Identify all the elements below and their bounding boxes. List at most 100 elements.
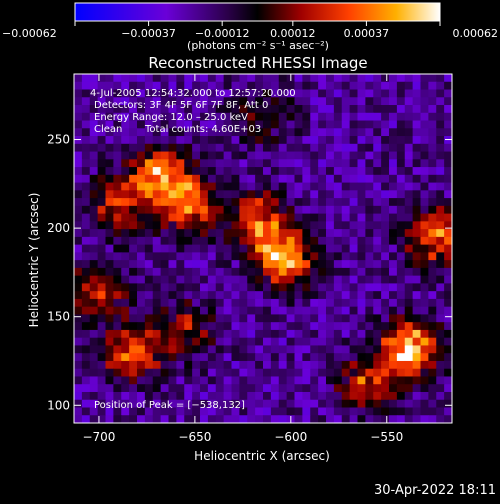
heatmap-cell bbox=[263, 260, 272, 269]
heatmap-cell bbox=[137, 399, 146, 408]
heatmap-cell bbox=[428, 391, 437, 401]
heatmap-cell bbox=[349, 89, 359, 98]
heatmap-cell bbox=[286, 306, 296, 315]
heatmap-cell bbox=[184, 229, 193, 238]
heatmap-cell bbox=[318, 407, 327, 416]
heatmap-cell bbox=[192, 89, 201, 98]
heatmap-cell bbox=[286, 283, 296, 292]
heatmap-cell bbox=[420, 112, 429, 122]
heatmap-cell bbox=[160, 198, 170, 207]
heatmap-cell bbox=[389, 221, 398, 230]
heatmap-cell bbox=[160, 105, 170, 114]
heatmap-cell bbox=[129, 159, 138, 168]
heatmap-cell bbox=[270, 391, 280, 401]
heatmap-cell bbox=[89, 314, 99, 323]
heatmap-cell bbox=[97, 337, 107, 346]
heatmap-cell bbox=[365, 275, 374, 284]
heatmap-cell bbox=[89, 391, 99, 401]
heatmap-cell bbox=[389, 120, 398, 129]
heatmap-cell bbox=[286, 252, 296, 261]
heatmap-cell bbox=[200, 252, 209, 261]
heatmap-cell bbox=[263, 283, 272, 292]
heatmap-cell bbox=[396, 267, 406, 277]
heatmap-cell bbox=[129, 329, 138, 339]
heatmap-cell bbox=[184, 89, 193, 98]
heatmap-cell bbox=[168, 345, 177, 354]
heatmap-cell bbox=[436, 298, 445, 308]
heatmap-cell bbox=[89, 151, 99, 160]
heatmap-cell bbox=[231, 298, 240, 308]
heatmap-cell bbox=[310, 89, 319, 98]
heatmap-cell bbox=[318, 399, 327, 408]
heatmap-cell bbox=[286, 105, 296, 114]
heatmap-cell bbox=[74, 182, 83, 191]
heatmap-cell bbox=[89, 291, 99, 300]
heatmap-cell bbox=[207, 337, 217, 346]
colorbar-ticks: −0.00062 −0.00037 −0.00012 0.00012 0.00037 0.… bbox=[2, 21, 498, 40]
heatmap-cell bbox=[81, 112, 91, 122]
heatmap-cell bbox=[137, 252, 146, 261]
heatmap-cell bbox=[357, 345, 366, 354]
heatmap-cell bbox=[389, 291, 398, 300]
heatmap-cell bbox=[263, 143, 272, 153]
heatmap-cell bbox=[381, 213, 390, 222]
heatmap-cell bbox=[184, 105, 193, 114]
heatmap-cell bbox=[349, 151, 359, 160]
heatmap-cell bbox=[105, 105, 114, 114]
heatmap-cell bbox=[318, 291, 327, 300]
heatmap-cell bbox=[129, 314, 138, 323]
heatmap-cell bbox=[97, 128, 107, 137]
heatmap-cell bbox=[89, 105, 99, 114]
heatmap-cell bbox=[436, 167, 445, 176]
heatmap-cell bbox=[270, 337, 280, 346]
heatmap-cell bbox=[420, 151, 429, 160]
heatmap-cell bbox=[302, 120, 311, 129]
heatmap-cell bbox=[255, 306, 264, 315]
heatmap-cell bbox=[215, 143, 225, 153]
heatmap-cell bbox=[412, 221, 422, 230]
heatmap-cell bbox=[129, 105, 138, 114]
heatmap-cell bbox=[81, 229, 91, 238]
heatmap-cell bbox=[121, 97, 130, 106]
heatmap-cell bbox=[341, 143, 351, 153]
heatmap-cell bbox=[412, 236, 422, 246]
heatmap-cell bbox=[420, 120, 429, 129]
heatmap-cell bbox=[200, 74, 209, 83]
heatmap-cell bbox=[310, 182, 319, 191]
heatmap-cell bbox=[270, 198, 280, 207]
heatmap-cell bbox=[428, 143, 437, 153]
heatmap-cell bbox=[412, 190, 422, 199]
heatmap-cell bbox=[381, 105, 390, 114]
heatmap-cell bbox=[231, 159, 240, 168]
heatmap-cell bbox=[176, 221, 185, 230]
heatmap-cell bbox=[341, 384, 351, 393]
heatmap-cell bbox=[200, 205, 209, 215]
heatmap-cell bbox=[310, 221, 319, 230]
heatmap-cell bbox=[326, 81, 335, 91]
heatmap-cell bbox=[444, 81, 452, 91]
heatmap-cell bbox=[341, 267, 351, 277]
heatmap-cell bbox=[294, 190, 303, 199]
heatmap-cell bbox=[341, 81, 351, 91]
heatmap-cell bbox=[176, 306, 185, 315]
heatmap-cell bbox=[404, 329, 414, 339]
heatmap-cell bbox=[365, 205, 374, 215]
heatmap-cell bbox=[341, 151, 351, 160]
heatmap-cell bbox=[223, 244, 233, 253]
heatmap-cell bbox=[184, 120, 193, 129]
heatmap-cell bbox=[89, 384, 99, 393]
heatmap-cell bbox=[176, 329, 185, 339]
heatmap-cell bbox=[373, 190, 382, 199]
heatmap-cell bbox=[129, 360, 138, 370]
heatmap-cell bbox=[326, 244, 335, 253]
heatmap-cell bbox=[113, 159, 122, 168]
heatmap-cell bbox=[215, 136, 225, 145]
heatmap-cell bbox=[200, 399, 209, 408]
heatmap-cell bbox=[168, 120, 177, 129]
heatmap-cell bbox=[184, 205, 193, 215]
heatmap-cell bbox=[184, 399, 193, 408]
heatmap-cell bbox=[239, 260, 248, 269]
heatmap-cell bbox=[396, 314, 406, 323]
heatmap-cell bbox=[263, 190, 272, 199]
